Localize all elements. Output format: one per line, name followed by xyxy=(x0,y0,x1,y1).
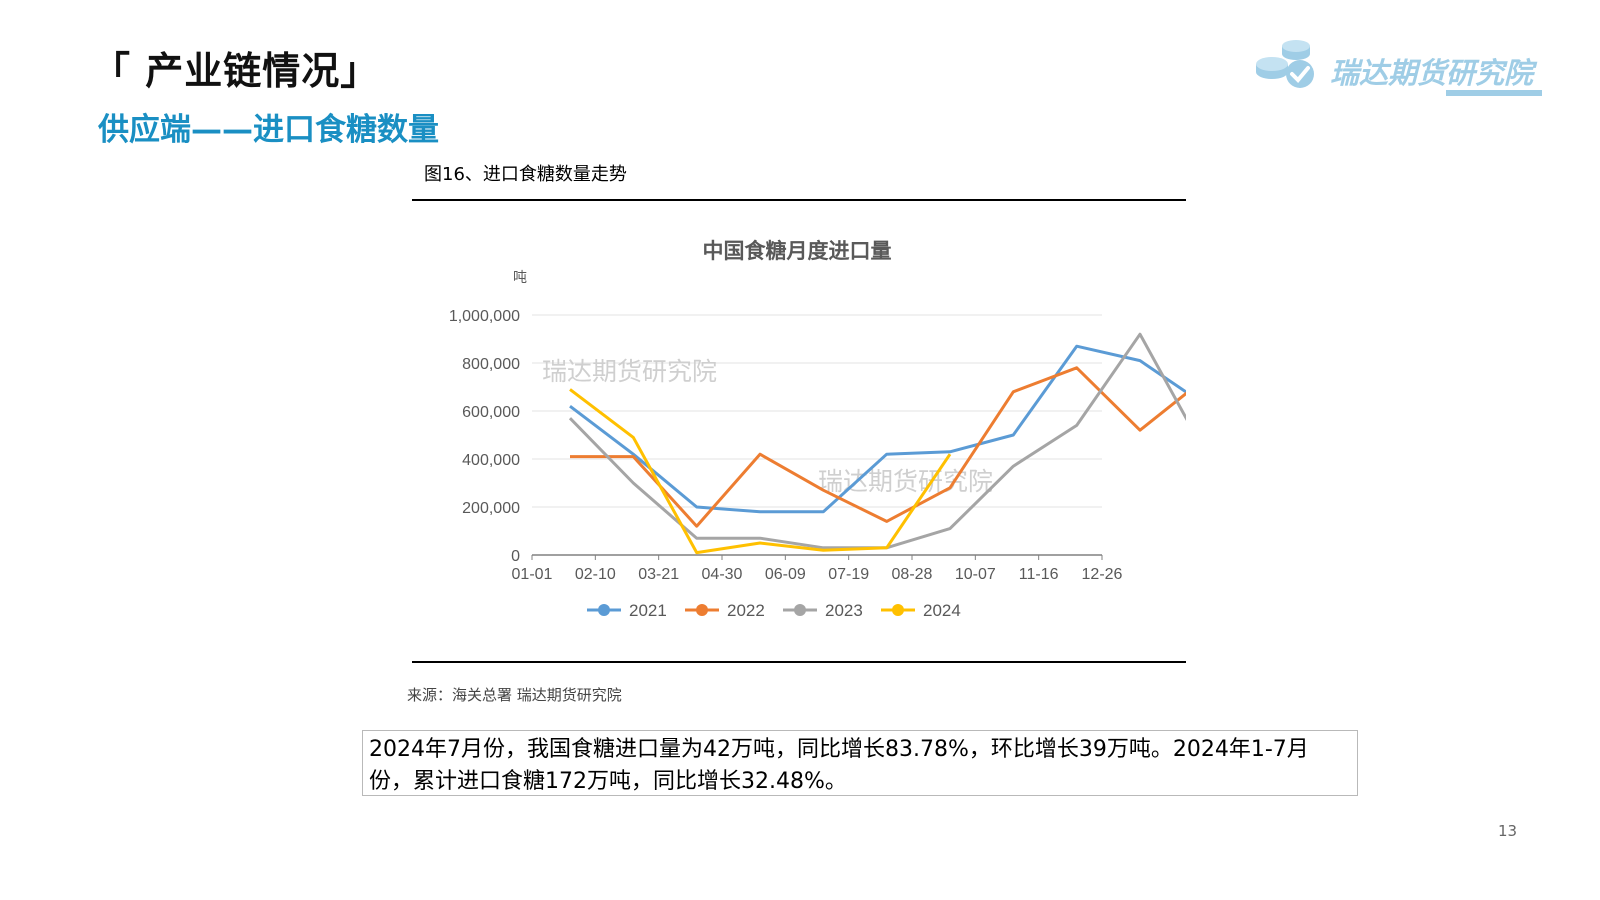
series-line-2024 xyxy=(569,388,952,555)
x-tick-label: 08-28 xyxy=(892,566,933,583)
page-subtitle: 供应端——进口食糖数量 xyxy=(98,112,439,148)
x-tick-label: 04-30 xyxy=(702,566,743,583)
legend-label-2023: 2023 xyxy=(825,601,863,620)
legend-label-2022: 2022 xyxy=(727,601,765,620)
summary-text-box: 2024年7月份，我国食糖进口量为42万吨，同比增长83.78%，环比增长39万… xyxy=(362,730,1358,796)
y-tick-label: 800,000 xyxy=(462,356,520,373)
x-tick-label: 10-07 xyxy=(955,566,996,583)
page-number: 13 xyxy=(1498,822,1518,840)
legend-marker-2024 xyxy=(892,604,904,616)
y-tick-label: 1,000,000 xyxy=(449,308,520,325)
x-tick-label: 07-19 xyxy=(828,566,869,583)
company-logo: 瑞达期货研究院 xyxy=(1250,32,1550,104)
logo-underline xyxy=(1446,90,1542,96)
x-tick-label: 01-01 xyxy=(512,566,553,583)
logo-text: 瑞达期货研究院 xyxy=(1330,56,1534,90)
coins-icon xyxy=(1256,40,1314,88)
y-tick-label: 400,000 xyxy=(462,452,520,469)
legend-label-2024: 2024 xyxy=(923,601,961,620)
x-tick-label: 12-26 xyxy=(1082,566,1123,583)
chart-title: 中国食糖月度进口量 xyxy=(703,239,892,263)
y-tick-label: 200,000 xyxy=(462,500,520,517)
figure-caption: 图16、进口食糖数量走势 xyxy=(424,164,627,185)
y-tick-label: 0 xyxy=(511,548,520,565)
y-axis-unit: 吨 xyxy=(513,270,527,286)
legend-marker-2021 xyxy=(598,604,610,616)
series-line-2022 xyxy=(570,366,1186,528)
caption-rule-bottom xyxy=(412,661,1186,663)
section-title: 「 产业链情况」 xyxy=(92,49,380,93)
x-tick-label: 03-21 xyxy=(638,566,679,583)
series-line-2023 xyxy=(568,332,1186,550)
x-tick-label: 06-09 xyxy=(765,566,806,583)
series-line-2021 xyxy=(569,344,1186,514)
legend-marker-2022 xyxy=(696,604,708,616)
x-tick-label: 02-10 xyxy=(575,566,616,583)
figure-source: 来源：海关总署 瑞达期货研究院 xyxy=(407,686,622,704)
legend-marker-2023 xyxy=(794,604,806,616)
x-tick-label: 11-16 xyxy=(1019,566,1059,583)
caption-rule-top xyxy=(412,199,1186,201)
legend-label-2021: 2021 xyxy=(629,601,667,620)
watermark-text: 瑞达期货研究院 xyxy=(542,357,717,386)
y-tick-label: 600,000 xyxy=(462,404,520,421)
